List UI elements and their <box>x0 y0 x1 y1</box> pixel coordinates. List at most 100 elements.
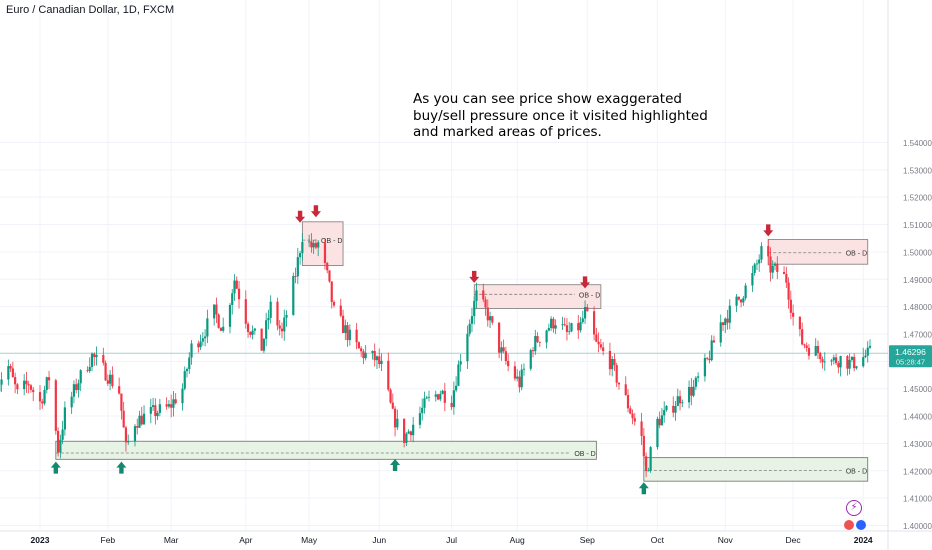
lightning-icon[interactable]: ⚡ <box>846 500 862 516</box>
candle-body <box>151 405 155 408</box>
candle-body <box>552 318 555 329</box>
candle-body <box>848 359 851 369</box>
candle-body <box>285 314 288 318</box>
candle-body <box>403 418 406 443</box>
candle-body <box>771 265 774 273</box>
zone-label: OB - D <box>579 292 600 299</box>
candle-body <box>739 299 743 303</box>
candle-body <box>787 282 790 300</box>
candle-body <box>579 322 582 331</box>
candle-body <box>753 264 756 273</box>
candle-body <box>816 345 820 353</box>
candle-body <box>703 357 707 377</box>
candle-body <box>181 388 184 404</box>
candle-body <box>375 356 379 361</box>
candle-body <box>577 323 580 331</box>
candle-body <box>253 328 256 331</box>
candle-body <box>850 356 854 360</box>
candle-body <box>222 326 225 331</box>
candle-body <box>387 360 390 390</box>
candle-body <box>120 393 123 411</box>
candle-body <box>122 410 125 428</box>
sell-arrow-icon <box>469 270 480 283</box>
candle-body <box>54 380 57 431</box>
candle-body <box>109 374 112 384</box>
candle-body <box>692 386 695 396</box>
candle-body <box>409 431 413 436</box>
candle-body <box>513 366 517 379</box>
candle-body <box>133 426 137 441</box>
candle-body <box>23 380 26 390</box>
candle-body <box>864 355 867 358</box>
candle-body <box>339 305 342 316</box>
candle-body <box>296 257 299 277</box>
candle-body <box>38 392 42 402</box>
candle-body <box>102 355 105 363</box>
candle-body <box>798 316 801 330</box>
candle-body <box>482 290 485 300</box>
candle-body <box>758 259 761 264</box>
candle-body <box>602 347 605 351</box>
candle-body <box>219 327 223 331</box>
candle-body <box>312 243 315 248</box>
x-tick-label: Nov <box>718 535 734 545</box>
candle-body <box>830 360 833 362</box>
candle-body <box>615 365 618 383</box>
candle-body <box>25 380 28 385</box>
x-tick-label: Mar <box>164 535 179 545</box>
candle-body <box>568 331 571 333</box>
candle-body <box>832 357 835 361</box>
candle-body <box>645 456 648 472</box>
candle-body <box>118 386 121 394</box>
candle-body <box>785 274 788 283</box>
x-tick-label: Jun <box>372 535 386 545</box>
candle-body <box>507 360 510 367</box>
candle-body <box>423 398 426 408</box>
candle-body <box>660 415 664 426</box>
candle-body <box>484 299 487 308</box>
candle-body <box>231 293 234 305</box>
candle-body <box>457 364 460 386</box>
candle-body <box>631 413 634 419</box>
candle-body <box>434 394 437 397</box>
sell-arrow-icon <box>310 205 321 218</box>
y-tick-label: 1.51000 <box>903 221 932 230</box>
candle-body <box>755 263 759 265</box>
candle-body <box>676 396 679 407</box>
candle-body <box>681 402 684 404</box>
candle-body <box>536 336 539 342</box>
candle-body <box>837 363 840 368</box>
candle-body <box>197 343 200 348</box>
x-tick-label: Dec <box>786 535 802 545</box>
x-tick-label: Apr <box>239 535 252 545</box>
candle-body <box>41 401 44 404</box>
candle-body <box>215 304 218 315</box>
candle-body <box>140 415 143 425</box>
candle-body <box>16 384 19 390</box>
candle-body <box>452 390 455 408</box>
candle-body <box>323 242 327 264</box>
candle-body <box>405 433 408 443</box>
candle-body <box>665 405 668 411</box>
candle-body <box>294 276 297 277</box>
candle-body <box>59 439 62 453</box>
toolbar-icons <box>844 516 868 534</box>
candle-body <box>93 353 96 358</box>
candle-body <box>475 290 478 301</box>
x-tick-label: Oct <box>651 535 665 545</box>
candle-body <box>27 384 30 386</box>
candle-body <box>88 366 91 372</box>
candle-body <box>185 369 189 372</box>
candle-body <box>491 316 494 323</box>
candle-body <box>570 323 573 332</box>
candle-body <box>278 325 281 329</box>
candle-body <box>647 470 650 472</box>
candle-body <box>626 395 630 409</box>
annotation-text: As you can see price show exaggerated bu… <box>413 91 708 140</box>
candle-body <box>583 306 587 319</box>
candle-body <box>690 387 693 396</box>
y-tick-label: 1.53000 <box>903 166 932 175</box>
candle-body <box>708 358 711 361</box>
buy-arrow-icon <box>116 461 127 474</box>
